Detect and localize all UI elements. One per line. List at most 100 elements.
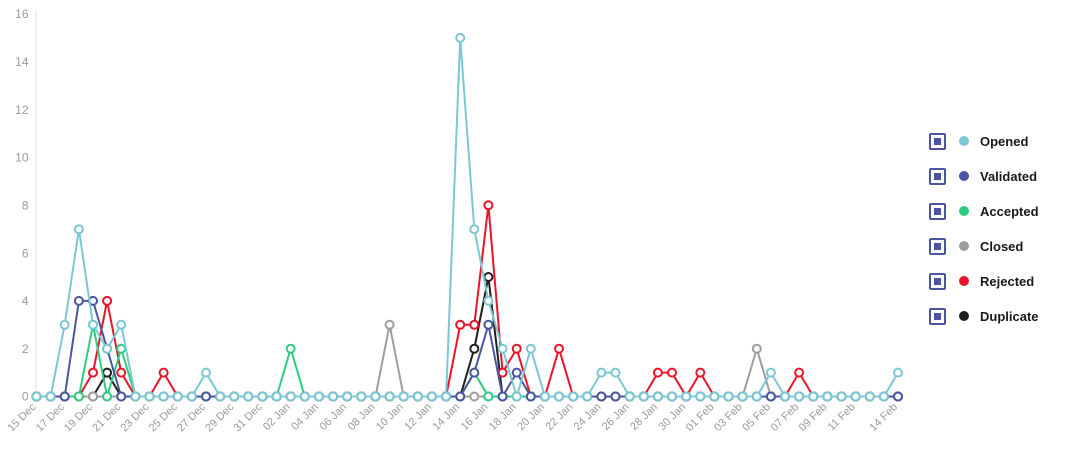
data-point-accepted xyxy=(483,391,494,402)
data-point-opened xyxy=(808,391,819,402)
data-point-opened xyxy=(116,319,127,330)
checkbox-accepted-icon[interactable] xyxy=(929,202,946,220)
data-point-validated xyxy=(73,295,84,306)
checkbox-opened-icon[interactable] xyxy=(929,132,946,150)
data-point-validated xyxy=(511,367,522,378)
data-point-accepted xyxy=(285,343,296,354)
data-point-opened xyxy=(723,391,734,402)
y-tick-label: 10 xyxy=(15,151,29,165)
checkbox-closed-icon[interactable] xyxy=(929,237,946,255)
data-point-opened xyxy=(568,391,579,402)
x-tick-label: 16 Jan xyxy=(459,401,491,433)
x-tick-label: 07 Feb xyxy=(769,401,802,434)
legend-label-duplicate: Duplicate xyxy=(980,308,1039,324)
legend-item-rejected[interactable]: Rejected xyxy=(929,272,1064,290)
data-point-validated xyxy=(525,391,536,402)
data-point-opened xyxy=(765,367,776,378)
legend-label-accepted: Accepted xyxy=(980,203,1039,219)
data-point-opened xyxy=(864,391,875,402)
data-point-opened xyxy=(822,391,833,402)
data-point-opened xyxy=(850,391,861,402)
data-point-closed xyxy=(88,391,98,402)
data-point-opened xyxy=(878,391,889,402)
data-point-opened xyxy=(88,319,98,330)
data-point-opened xyxy=(455,32,466,43)
data-point-closed xyxy=(469,391,480,402)
x-tick-label: 05 Feb xyxy=(740,401,773,434)
data-point-opened xyxy=(525,343,536,354)
data-point-opened xyxy=(709,391,720,402)
data-point-opened xyxy=(751,391,762,402)
data-point-opened xyxy=(370,391,381,402)
checkbox-rejected-icon[interactable] xyxy=(929,272,946,290)
x-tick-label: 10 Jan xyxy=(374,401,406,433)
x-tick-label: 21 Dec xyxy=(90,401,123,434)
x-tick-label: 09 Feb xyxy=(797,401,830,434)
data-point-opened xyxy=(610,367,621,378)
x-tick-label: 28 Jan xyxy=(628,401,660,433)
checkbox-duplicate-icon[interactable] xyxy=(929,307,946,325)
legend-label-rejected: Rejected xyxy=(980,273,1035,289)
data-point-opened xyxy=(582,391,593,402)
legend-dot-closed xyxy=(959,241,969,251)
data-point-validated xyxy=(469,367,480,378)
y-tick-label: 12 xyxy=(15,103,29,117)
data-point-opened xyxy=(893,367,903,378)
legend-item-duplicate[interactable]: Duplicate xyxy=(929,307,1064,325)
legend-dot-opened xyxy=(959,136,969,146)
data-point-validated xyxy=(483,319,494,330)
data-point-opened xyxy=(229,391,240,402)
data-point-duplicate xyxy=(102,367,113,378)
legend-item-accepted[interactable]: Accepted xyxy=(929,202,1064,220)
x-tick-label: 17 Dec xyxy=(34,401,67,434)
data-point-validated xyxy=(497,391,508,402)
data-point-validated xyxy=(893,391,903,402)
data-point-duplicate xyxy=(483,272,494,282)
data-point-rejected xyxy=(158,367,169,378)
chart-container: 0 2 4 6 8 10 12 14 16 15 Dec 17 Dec 19 Dec 21 Dec 23 … xyxy=(5,7,903,434)
data-point-opened xyxy=(398,391,409,402)
legend-item-closed[interactable]: Closed xyxy=(929,237,1064,255)
data-point-opened xyxy=(299,391,310,402)
data-point-opened xyxy=(31,391,42,402)
data-point-opened xyxy=(45,391,56,402)
data-point-opened xyxy=(441,391,452,402)
y-tick-label: 16 xyxy=(15,7,29,21)
data-point-opened xyxy=(186,391,197,402)
data-point-opened xyxy=(836,391,847,402)
x-tick-label: 22 Jan xyxy=(543,401,575,433)
data-point-rejected xyxy=(116,367,127,378)
legend-item-validated[interactable]: Validated xyxy=(929,167,1064,185)
data-point-validated xyxy=(765,391,776,402)
x-tick-label: 08 Jan xyxy=(346,401,378,433)
data-point-rejected xyxy=(652,367,663,378)
data-point-opened xyxy=(667,391,677,402)
data-point-rejected xyxy=(469,319,480,330)
data-point-opened xyxy=(652,391,663,402)
data-point-opened xyxy=(271,391,282,402)
legend-label-validated: Validated xyxy=(980,168,1038,184)
y-tick-label: 14 xyxy=(15,55,29,69)
x-tick-label: 11 Feb xyxy=(826,401,858,433)
data-point-validated xyxy=(596,391,607,402)
legend-label-opened: Opened xyxy=(980,133,1029,149)
data-point-accepted xyxy=(116,343,127,354)
data-point-rejected xyxy=(695,367,706,378)
x-tick-label: 15 Dec xyxy=(5,401,38,434)
x-tick-label: 06 Jan xyxy=(317,401,349,433)
legend-dot-rejected xyxy=(959,276,969,286)
x-tick-label: 04 Jan xyxy=(289,401,321,433)
x-tick-label: 12 Jan xyxy=(402,401,434,433)
checkbox-validated-icon[interactable] xyxy=(929,167,946,185)
x-tick-label: 18 Jan xyxy=(487,401,519,433)
data-point-opened xyxy=(681,391,692,402)
x-tick-label: 14 Jan xyxy=(430,401,462,433)
data-point-rejected xyxy=(667,367,677,378)
legend-dot-accepted xyxy=(959,206,969,216)
data-point-opened xyxy=(483,295,494,306)
data-point-opened xyxy=(172,391,183,402)
data-point-opened xyxy=(638,391,649,402)
legend-item-opened[interactable]: Opened xyxy=(929,132,1064,150)
data-point-duplicate xyxy=(469,343,480,354)
legend: Opened Validated Accepted Closed Rejecte… xyxy=(929,132,1064,342)
